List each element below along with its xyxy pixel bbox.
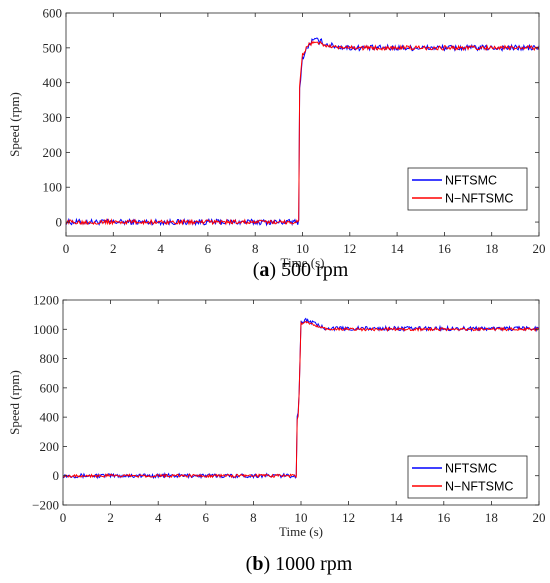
series-line-n-nftsmc <box>65 40 540 226</box>
x-tick-label: 8 <box>250 510 257 525</box>
x-tick-label: 20 <box>533 241 546 256</box>
x-tick-label: 14 <box>391 241 405 256</box>
series-line-n-nftsmc <box>62 320 540 479</box>
y-tick-label: 800 <box>40 351 60 366</box>
x-tick-label: 0 <box>60 510 67 525</box>
x-tick-label: 10 <box>295 510 308 525</box>
x-tick-label: 0 <box>63 241 70 256</box>
x-tick-label: 10 <box>296 241 309 256</box>
x-axis-label: Time (s) <box>281 255 325 270</box>
y-tick-label: 1200 <box>33 293 59 308</box>
y-tick-label: −200 <box>32 498 59 513</box>
y-tick-label: 0 <box>56 215 63 230</box>
x-tick-label: 6 <box>203 510 210 525</box>
x-tick-label: 8 <box>252 241 259 256</box>
x-tick-label: 16 <box>438 241 452 256</box>
y-tick-label: 400 <box>40 410 60 425</box>
y-tick-label: 100 <box>43 180 63 195</box>
x-tick-label: 18 <box>485 241 498 256</box>
y-tick-label: 600 <box>43 6 63 21</box>
x-tick-label: 4 <box>155 510 162 525</box>
x-tick-label: 12 <box>342 510 355 525</box>
x-tick-label: 6 <box>205 241 212 256</box>
legend-label: NFTSMC <box>445 174 497 188</box>
x-tick-label: 4 <box>157 241 164 256</box>
x-tick-label: 2 <box>107 510 114 525</box>
x-tick-label: 18 <box>485 510 498 525</box>
y-tick-label: 300 <box>43 110 63 125</box>
y-axis-label: Speed (rpm) <box>7 92 22 157</box>
legend-label: N−NFTSMC <box>445 192 513 206</box>
subfigure-caption: (a) 500 rpm <box>253 259 349 281</box>
legend-label: NFTSMC <box>445 462 497 476</box>
x-axis-label: Time (s) <box>279 524 323 539</box>
x-tick-label: 12 <box>343 241 356 256</box>
legend: NFTSMC N−NFTSMC <box>407 455 528 499</box>
legend-label: N−NFTSMC <box>445 480 513 494</box>
y-axis-label: Speed (rpm) <box>7 370 22 435</box>
legend-box <box>407 167 528 211</box>
y-tick-label: 400 <box>43 75 63 90</box>
chart-b: 0 2 4 6 8 10 12 14 16 18 20−2000200400600800100012… <box>7 293 546 576</box>
legend-box <box>407 455 528 499</box>
x-tick-label: 2 <box>110 241 117 256</box>
y-tick-label: 600 <box>40 380 60 395</box>
series-line-nftsmc <box>62 317 540 480</box>
y-tick-label: 200 <box>40 439 60 454</box>
legend: NFTSMC N−NFTSMC <box>407 167 528 211</box>
y-tick-label: 0 <box>53 468 60 483</box>
x-tick-label: 16 <box>437 510 451 525</box>
y-tick-label: 200 <box>43 145 63 160</box>
x-tick-label: 20 <box>533 510 546 525</box>
y-tick-label: 500 <box>43 40 63 55</box>
subfigure-caption: (b) 1000 rpm <box>246 553 353 575</box>
x-tick-label: 14 <box>390 510 404 525</box>
chart-a: 0 2 4 6 8 10 12 14 16 18 200100200300400500600Time… <box>7 6 546 282</box>
y-tick-label: 1000 <box>33 322 59 337</box>
